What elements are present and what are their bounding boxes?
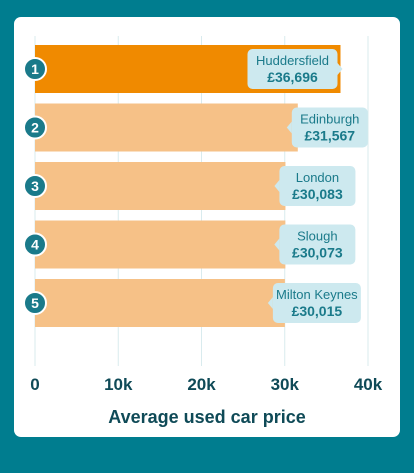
- category-label: Edinburgh: [300, 112, 359, 127]
- rank-badge: [23, 232, 47, 257]
- category-label: Slough: [297, 229, 337, 244]
- value-callout: [279, 166, 356, 206]
- bar: [35, 220, 286, 269]
- value-callout: [247, 49, 338, 89]
- rank-label: 4: [31, 237, 39, 253]
- label-pointer: [267, 297, 273, 309]
- rank-label: 3: [31, 178, 39, 194]
- category-label: Milton Keynes: [276, 287, 358, 302]
- value-label: £30,015: [292, 303, 343, 319]
- value-callout: [291, 107, 368, 148]
- rank-badge: [23, 291, 47, 315]
- rank-label: 1: [31, 61, 39, 77]
- category-label: London: [296, 170, 339, 185]
- value-callout: [279, 224, 356, 265]
- category-label: Huddersfield: [256, 53, 329, 68]
- label-pointer: [286, 121, 292, 134]
- x-tick-label: 20k: [187, 375, 216, 394]
- value-label: £30,083: [292, 186, 343, 202]
- x-tick-label: 10k: [104, 375, 133, 394]
- label-pointer: [274, 238, 280, 251]
- label-pointer: [337, 63, 343, 75]
- bar: [35, 162, 286, 210]
- rank-badge: [23, 115, 47, 140]
- x-tick-label: 0: [30, 375, 39, 394]
- x-axis-label: Average used car price: [108, 407, 306, 427]
- rank-label: 2: [31, 120, 39, 136]
- bar: [35, 103, 298, 152]
- x-tick-label: 30k: [271, 375, 300, 394]
- value-callout: [272, 283, 361, 323]
- label-pointer: [274, 180, 280, 192]
- x-tick-label: 40k: [354, 375, 383, 394]
- rank-badge: [23, 57, 47, 81]
- value-label: £36,696: [267, 69, 318, 85]
- rank-badge: [23, 174, 47, 198]
- bar: [35, 279, 285, 327]
- value-label: £31,567: [304, 128, 355, 144]
- rank-label: 5: [31, 295, 39, 311]
- value-label: £30,073: [292, 245, 343, 261]
